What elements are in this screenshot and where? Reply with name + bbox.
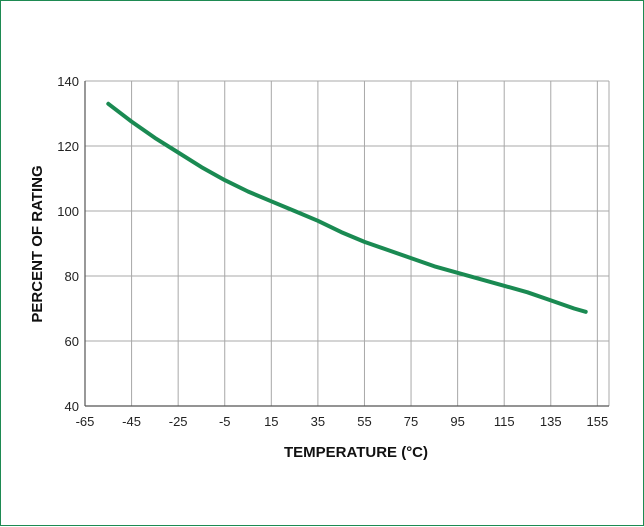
- tick-labels: -65 -45 -25 -5 15 35 55 75 95 115 135 155 40 60 80 100 1…: [57, 74, 608, 429]
- x-tick-label: 55: [357, 414, 371, 429]
- x-tick-label: 115: [494, 414, 515, 429]
- y-tick-label: 60: [65, 334, 79, 349]
- y-tick-label: 120: [57, 139, 79, 154]
- x-tick-label: -25: [169, 414, 188, 429]
- x-tick-label: 15: [264, 414, 278, 429]
- grid: [84, 80, 610, 407]
- x-tick-label: 135: [540, 414, 562, 429]
- series-layer: [106, 101, 588, 314]
- y-axis-title: PERCENT OF RATING: [29, 165, 46, 322]
- x-tick-label: 155: [587, 414, 609, 429]
- y-tick-label: 140: [57, 74, 79, 89]
- x-tick-label: -45: [122, 414, 141, 429]
- x-tick-label: -5: [219, 414, 231, 429]
- x-tick-label: 75: [404, 414, 418, 429]
- x-tick-label: 35: [311, 414, 325, 429]
- y-tick-label: 80: [65, 269, 79, 284]
- x-axis-title: TEMPERATURE (°C): [284, 444, 428, 461]
- series-line: [106, 101, 588, 314]
- y-tick-label: 100: [57, 204, 79, 219]
- x-tick-label: -65: [76, 414, 95, 429]
- x-tick-label: 95: [450, 414, 464, 429]
- y-tick-label: 40: [65, 399, 79, 414]
